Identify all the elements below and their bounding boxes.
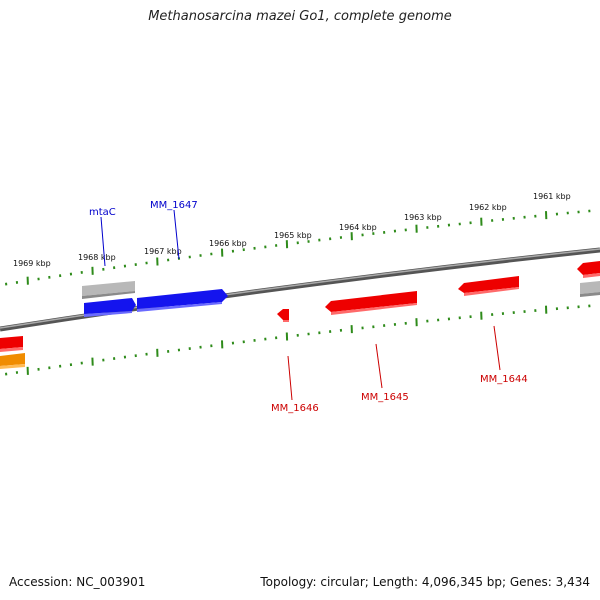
inner-tick-ring <box>5 304 591 376</box>
leader-mm1646 <box>287 355 293 401</box>
gene-pseudo-left-shade <box>82 291 135 299</box>
label-leaders <box>100 209 501 401</box>
outer-tick-ring <box>5 209 591 286</box>
gene-mm1647-shade <box>137 302 222 312</box>
tick-label-1968: 1968 kbp <box>78 253 116 262</box>
gene-mtaC[interactable] <box>84 298 136 314</box>
gene-pseudo-right[interactable] <box>580 281 600 294</box>
gene-labels: mtaC MM_1647 MM_1646 MM_1645 MM_1644 <box>89 200 528 414</box>
gene-pseudo-right-shade <box>580 292 600 297</box>
tick-label-1964: 1964 kbp <box>339 223 377 232</box>
tick-label-1965: 1965 kbp <box>274 231 312 240</box>
accession-text: Accession: NC_003901 <box>9 575 146 589</box>
gene-reverse-right-edge[interactable] <box>577 261 600 275</box>
label-mm1644[interactable]: MM_1644 <box>480 374 528 385</box>
gene-mm1645[interactable] <box>325 291 417 312</box>
leader-mm1645 <box>375 343 383 389</box>
tick-label-1966: 1966 kbp <box>209 239 247 248</box>
gene-mm1644[interactable] <box>458 276 519 293</box>
tick-label-1967: 1967 kbp <box>144 247 182 256</box>
gene-other-left-edge-shade <box>0 364 25 369</box>
label-mm1645[interactable]: MM_1645 <box>361 392 409 403</box>
leader-mtaC <box>100 216 106 267</box>
gene-mm1647[interactable] <box>137 289 228 309</box>
gene-mm1646-shade <box>283 320 289 322</box>
label-mm1647[interactable]: MM_1647 <box>150 200 198 211</box>
leader-mm1647 <box>173 209 180 260</box>
label-mm1646[interactable]: MM_1646 <box>271 403 319 414</box>
leader-mm1644 <box>493 325 501 371</box>
gene-reverse-left-edge[interactable] <box>0 336 23 349</box>
tick-label-1961: 1961 kbp <box>533 192 571 201</box>
gene-other-left-edge[interactable] <box>0 353 25 366</box>
tick-label-1969: 1969 kbp <box>13 259 51 268</box>
gene-reverse-right-edge-shade <box>583 273 600 278</box>
gene-mm1646[interactable] <box>277 309 289 320</box>
gene-reverse-left-edge-shade <box>0 347 23 352</box>
genome-summary-text: Topology: circular; Length: 4,096,345 bp… <box>260 575 590 589</box>
forward-strand-genes <box>82 281 600 317</box>
tick-label-1963: 1963 kbp <box>404 213 442 222</box>
map-title: Methanosarcina mazei Go1, complete genom… <box>148 9 452 24</box>
other-genes <box>0 353 25 369</box>
tick-label-1962: 1962 kbp <box>469 203 507 212</box>
gene-mm1645-shade <box>331 303 417 315</box>
gene-mm1644-shade <box>464 287 519 296</box>
gene-mtaC-shade <box>84 311 132 317</box>
reverse-strand-genes <box>0 261 600 352</box>
tick-labels: 1969 kbp 1968 kbp 1967 kbp 1966 kbp 1965… <box>13 192 571 268</box>
label-mtaC[interactable]: mtaC <box>89 207 116 218</box>
